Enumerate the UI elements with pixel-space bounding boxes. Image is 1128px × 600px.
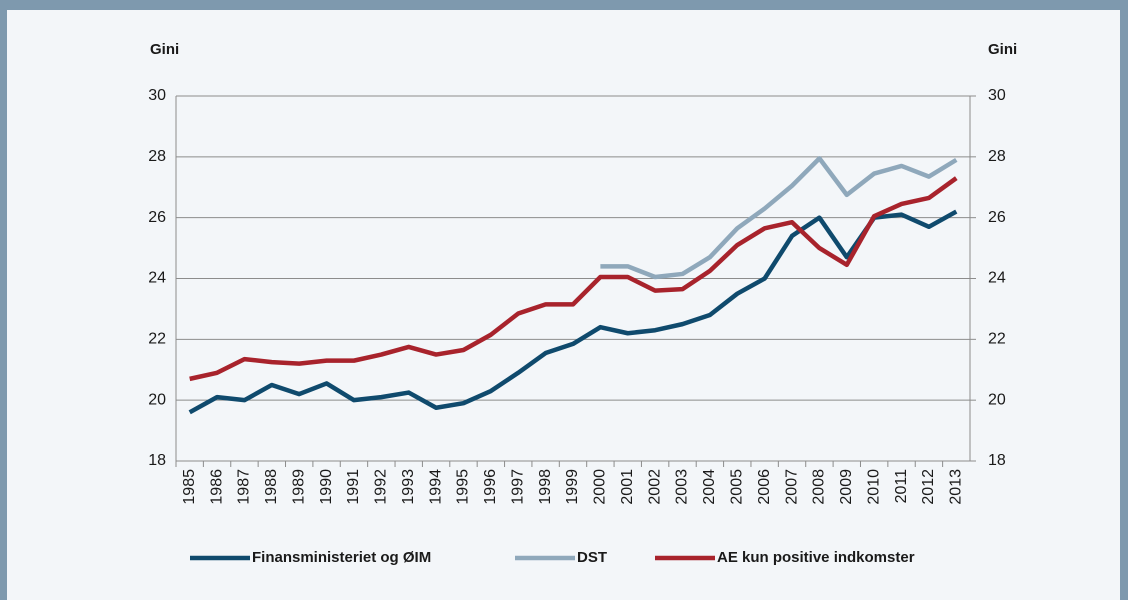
y-tick-label: 22 xyxy=(148,331,166,348)
y-axis-label: Gini xyxy=(150,41,179,58)
x-tick-label: 2008 xyxy=(811,469,828,505)
x-tick-label: 2012 xyxy=(920,469,937,505)
x-tick-label: 1986 xyxy=(208,469,225,505)
x-tick-label: 2003 xyxy=(674,469,691,505)
y2-axis-label: Gini xyxy=(988,41,1017,58)
y-tick-label: 18 xyxy=(148,452,166,469)
legend-label: Finansministeriet og ØIM xyxy=(252,549,431,566)
y2-tick-label: 28 xyxy=(988,148,1006,165)
x-tick-label: 1998 xyxy=(537,469,554,505)
x-tick-label: 2011 xyxy=(893,469,910,504)
y2-tick-label: 18 xyxy=(988,452,1006,469)
y-tick-label: 24 xyxy=(148,270,166,287)
x-tick-label: 2005 xyxy=(728,469,745,505)
y2-tick-label: 24 xyxy=(988,270,1006,287)
legend-label: AE kun positive indkomster xyxy=(717,549,915,566)
y-tick-label: 28 xyxy=(148,148,166,165)
x-tick-label: 1996 xyxy=(482,469,499,505)
x-tick-label: 2002 xyxy=(646,469,663,505)
y2-tick-label: 20 xyxy=(988,391,1006,408)
x-tick-label: 1988 xyxy=(263,469,280,505)
legend-label: DST xyxy=(577,549,607,566)
y2-tick-label: 22 xyxy=(988,331,1006,348)
x-tick-label: 2000 xyxy=(592,469,609,505)
x-tick-label: 1991 xyxy=(345,469,362,505)
series-line xyxy=(600,156,958,280)
x-tick-label: 1994 xyxy=(427,469,444,505)
x-tick-label: 2013 xyxy=(948,469,965,505)
x-tick-label: 2004 xyxy=(701,469,718,505)
x-tick-label: 1999 xyxy=(564,469,581,505)
x-tick-label: 2006 xyxy=(756,469,773,505)
x-tick-label: 1995 xyxy=(455,469,472,505)
x-tick-label: 1989 xyxy=(290,469,307,505)
y2-tick-label: 30 xyxy=(988,87,1006,104)
x-tick-label: 1993 xyxy=(400,469,417,505)
x-tick-label: 2009 xyxy=(838,469,855,505)
x-tick-label: 2001 xyxy=(619,469,636,505)
x-tick-label: 2010 xyxy=(865,469,882,505)
y-tick-label: 20 xyxy=(148,391,166,408)
x-tick-label: 1990 xyxy=(318,469,335,505)
x-tick-label: 1987 xyxy=(236,469,253,505)
x-tick-label: 1985 xyxy=(181,469,198,505)
y-tick-label: 30 xyxy=(148,87,166,104)
x-tick-label: 1992 xyxy=(373,469,390,505)
series-line xyxy=(188,209,958,415)
series-line xyxy=(189,176,958,382)
x-tick-label: 2007 xyxy=(783,469,800,505)
x-tick-label: 1997 xyxy=(509,469,526,505)
y-tick-label: 26 xyxy=(148,209,166,226)
y2-tick-label: 26 xyxy=(988,209,1006,226)
